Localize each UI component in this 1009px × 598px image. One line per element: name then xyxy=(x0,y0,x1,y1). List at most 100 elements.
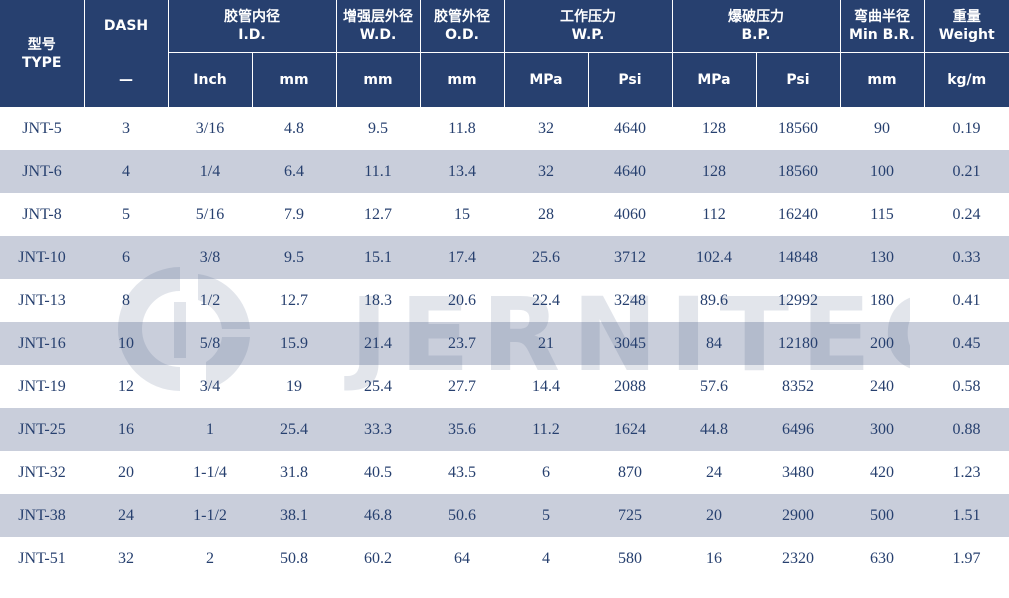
cell-dash: 5 xyxy=(84,193,168,236)
cell-bp-psi: 14848 xyxy=(756,236,840,279)
cell-dash: 16 xyxy=(84,408,168,451)
header-outer-diameter: 胶管外径 O.D. xyxy=(420,0,505,53)
table-row: JNT-16 10 5/8 15.9 21.4 23.7 21 3045 84 12180 200 0… xyxy=(0,322,1009,365)
cell-wp-psi: 4640 xyxy=(588,107,672,150)
cell-bp-psi: 12992 xyxy=(756,279,840,322)
cell-br-mm: 300 xyxy=(840,408,924,451)
cell-weight-kgm: 0.58 xyxy=(924,365,1009,408)
cell-bp-mpa: 89.6 xyxy=(672,279,756,322)
cell-id-inch: 1-1/4 xyxy=(168,451,252,494)
cell-id-mm: 31.8 xyxy=(252,451,336,494)
cell-dash: 12 xyxy=(84,365,168,408)
cell-wp-mpa: 5 xyxy=(504,494,588,537)
cell-br-mm: 500 xyxy=(840,494,924,537)
cell-id-inch: 3/4 xyxy=(168,365,252,408)
unit-id-inch: Inch xyxy=(168,52,253,107)
cell-wp-psi: 870 xyxy=(588,451,672,494)
cell-br-mm: 100 xyxy=(840,150,924,193)
cell-dash: 8 xyxy=(84,279,168,322)
cell-bp-psi: 18560 xyxy=(756,107,840,150)
header-type: 型号 TYPE xyxy=(0,0,85,107)
cell-type: JNT-8 xyxy=(0,193,84,236)
cell-id-mm: 9.5 xyxy=(252,236,336,279)
cell-bp-mpa: 112 xyxy=(672,193,756,236)
header-inner-diameter: 胶管内径 I.D. xyxy=(168,0,337,53)
cell-od-mm: 15 xyxy=(420,193,504,236)
table-row: JNT-8 5 5/16 7.9 12.7 15 28 4060 112 16240 115 0.24 xyxy=(0,193,1009,236)
table-row: JNT-38 24 1-1/2 38.1 46.8 50.6 5 725 20 2900 500 1.… xyxy=(0,494,1009,537)
cell-weight-kgm: 0.19 xyxy=(924,107,1009,150)
unit-dash: — xyxy=(84,52,169,107)
cell-bp-mpa: 24 xyxy=(672,451,756,494)
table-row: JNT-19 12 3/4 19 25.4 27.7 14.4 2088 57.6 8352 240… xyxy=(0,365,1009,408)
cell-id-mm: 6.4 xyxy=(252,150,336,193)
cell-wd-mm: 11.1 xyxy=(336,150,420,193)
cell-weight-kgm: 0.24 xyxy=(924,193,1009,236)
cell-wd-mm: 12.7 xyxy=(336,193,420,236)
cell-dash: 10 xyxy=(84,322,168,365)
cell-wd-mm: 25.4 xyxy=(336,365,420,408)
cell-type: JNT-51 xyxy=(0,537,84,580)
cell-dash: 4 xyxy=(84,150,168,193)
cell-wd-mm: 33.3 xyxy=(336,408,420,451)
unit-id-mm: mm xyxy=(252,52,337,107)
unit-od-mm: mm xyxy=(420,52,505,107)
cell-type: JNT-32 xyxy=(0,451,84,494)
cell-bp-mpa: 84 xyxy=(672,322,756,365)
cell-wp-mpa: 14.4 xyxy=(504,365,588,408)
cell-id-mm: 7.9 xyxy=(252,193,336,236)
cell-bp-psi: 2320 xyxy=(756,537,840,580)
unit-weight-kgm: kg/m xyxy=(924,52,1009,107)
cell-weight-kgm: 0.88 xyxy=(924,408,1009,451)
cell-type: JNT-5 xyxy=(0,107,84,150)
hose-spec-table: 型号 TYPE DASH 胶管内径 I.D. 增强层外径 W.D. 胶管外径 O… xyxy=(0,0,1009,580)
table-body: JNT-5 3 3/16 4.8 9.5 11.8 32 4640 128 18560 90 0.19… xyxy=(0,107,1009,580)
cell-wp-mpa: 32 xyxy=(504,150,588,193)
cell-bp-psi: 6496 xyxy=(756,408,840,451)
cell-weight-kgm: 0.21 xyxy=(924,150,1009,193)
cell-id-mm: 12.7 xyxy=(252,279,336,322)
cell-bp-mpa: 20 xyxy=(672,494,756,537)
cell-od-mm: 43.5 xyxy=(420,451,504,494)
cell-br-mm: 90 xyxy=(840,107,924,150)
cell-wd-mm: 15.1 xyxy=(336,236,420,279)
table-row: JNT-51 32 2 50.8 60.2 64 4 580 16 2320 630 1.97 xyxy=(0,537,1009,580)
cell-bp-mpa: 57.6 xyxy=(672,365,756,408)
cell-wp-mpa: 25.6 xyxy=(504,236,588,279)
cell-type: JNT-38 xyxy=(0,494,84,537)
cell-wd-mm: 9.5 xyxy=(336,107,420,150)
cell-wp-psi: 725 xyxy=(588,494,672,537)
cell-wp-psi: 3248 xyxy=(588,279,672,322)
cell-type: JNT-25 xyxy=(0,408,84,451)
cell-wp-psi: 580 xyxy=(588,537,672,580)
cell-br-mm: 200 xyxy=(840,322,924,365)
cell-wp-mpa: 21 xyxy=(504,322,588,365)
table-row: JNT-6 4 1/4 6.4 11.1 13.4 32 4640 128 18560 100 0.2… xyxy=(0,150,1009,193)
cell-type: JNT-6 xyxy=(0,150,84,193)
cell-wp-mpa: 22.4 xyxy=(504,279,588,322)
cell-wp-psi: 1624 xyxy=(588,408,672,451)
cell-weight-kgm: 1.23 xyxy=(924,451,1009,494)
cell-id-inch: 2 xyxy=(168,537,252,580)
cell-type: JNT-10 xyxy=(0,236,84,279)
cell-wp-psi: 2088 xyxy=(588,365,672,408)
cell-bp-psi: 18560 xyxy=(756,150,840,193)
cell-id-mm: 50.8 xyxy=(252,537,336,580)
cell-wp-mpa: 28 xyxy=(504,193,588,236)
table-row: JNT-10 6 3/8 9.5 15.1 17.4 25.6 3712 102.4 14848 1… xyxy=(0,236,1009,279)
cell-wd-mm: 46.8 xyxy=(336,494,420,537)
cell-wp-mpa: 32 xyxy=(504,107,588,150)
cell-weight-kgm: 1.51 xyxy=(924,494,1009,537)
cell-od-mm: 64 xyxy=(420,537,504,580)
cell-dash: 20 xyxy=(84,451,168,494)
cell-od-mm: 17.4 xyxy=(420,236,504,279)
cell-wp-psi: 3045 xyxy=(588,322,672,365)
cell-br-mm: 130 xyxy=(840,236,924,279)
unit-bp-mpa: MPa xyxy=(672,52,757,107)
cell-br-mm: 240 xyxy=(840,365,924,408)
cell-bp-psi: 8352 xyxy=(756,365,840,408)
table-header: 型号 TYPE DASH 胶管内径 I.D. 增强层外径 W.D. 胶管外径 O… xyxy=(0,0,1009,107)
cell-od-mm: 50.6 xyxy=(420,494,504,537)
cell-bp-psi: 16240 xyxy=(756,193,840,236)
cell-type: JNT-13 xyxy=(0,279,84,322)
